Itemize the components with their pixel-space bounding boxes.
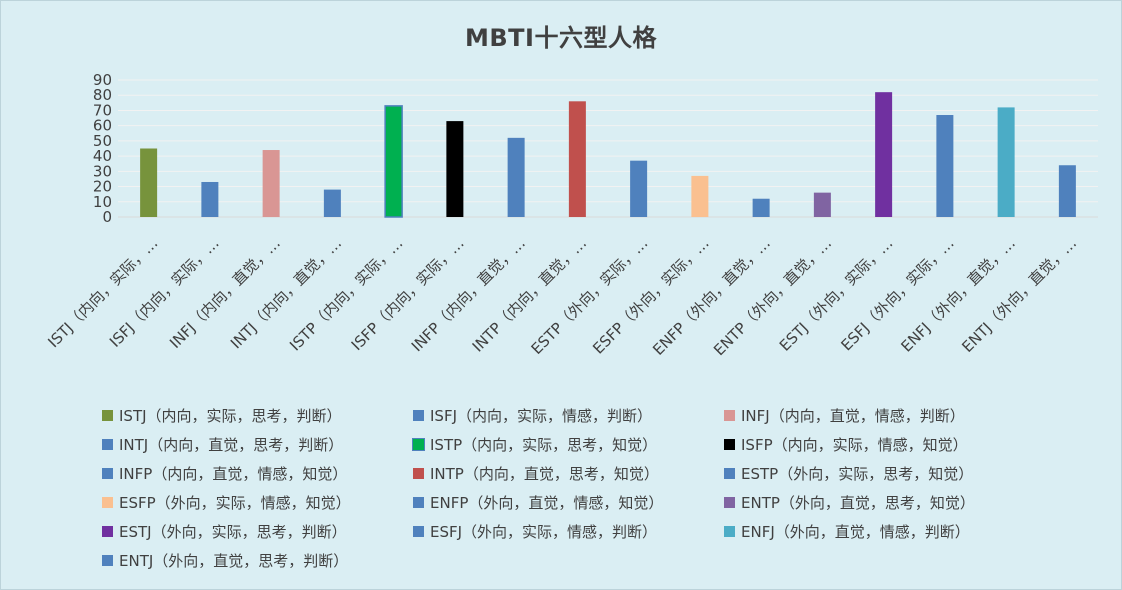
legend-label: ENTP（外向，直觉，思考，知觉） xyxy=(741,494,975,512)
legend-swatch xyxy=(102,497,113,508)
bar xyxy=(875,92,893,217)
y-tick-label: 40 xyxy=(93,147,112,165)
bar xyxy=(384,105,403,218)
x-tick-label: ESTJ（外向，实际，… xyxy=(776,234,897,355)
legend-swatch xyxy=(724,468,735,479)
y-tick-label: 0 xyxy=(102,208,112,226)
x-tick-label: ENFP（外向，直觉，… xyxy=(649,234,774,359)
legend-swatch xyxy=(724,439,735,450)
legend-swatch xyxy=(724,410,735,421)
x-tick-label: ISFJ（内向，实际，… xyxy=(106,234,223,351)
chart-title: MBTI十六型人格 xyxy=(465,24,657,52)
legend-swatch xyxy=(413,468,424,479)
x-tick-label: ESFJ（外向，实际，… xyxy=(837,234,957,354)
y-tick-label: 10 xyxy=(93,193,112,211)
legend-swatch xyxy=(102,410,113,421)
x-tick-label: ISTJ（内向，实际，… xyxy=(44,234,161,351)
legend-label: ESFJ（外向，实际，情感，判断） xyxy=(430,523,658,541)
y-tick-label: 80 xyxy=(93,86,112,104)
x-tick-label: ESTP（外向，实际，… xyxy=(528,234,652,358)
bar xyxy=(1058,165,1076,217)
x-tick-label: ENTP（外向，直觉，… xyxy=(710,234,835,359)
x-tick-label: INTP（内向，直觉，… xyxy=(469,234,591,356)
legend-item: ESTJ（外向，实际，思考，判断） xyxy=(102,517,413,546)
legend-swatch xyxy=(413,526,424,537)
x-tick-label: INFP（内向，直觉，… xyxy=(408,234,529,355)
x-tick-label: INFJ（内向，直觉，… xyxy=(166,234,284,352)
legend-item: INFJ（内向，直觉，情感，判断） xyxy=(724,401,1064,430)
legend-swatch xyxy=(102,555,113,566)
bar xyxy=(323,189,341,217)
bar xyxy=(936,115,954,217)
bar xyxy=(813,192,831,217)
bar xyxy=(630,160,648,217)
legend-item: ESTP（外向，实际，思考，知觉） xyxy=(724,459,1064,488)
bar xyxy=(201,181,219,217)
bar xyxy=(140,148,158,217)
y-tick-label: 30 xyxy=(93,162,112,180)
legend-swatch xyxy=(724,526,735,537)
legend-label: ENFP（外向，直觉，情感，知觉） xyxy=(430,494,664,512)
legend-label: ENTJ（外向，直觉，思考，判断） xyxy=(119,552,349,570)
legend-item: INFP（内向，直觉，情感，知觉） xyxy=(102,459,413,488)
legend-label: ENFJ（外向，直觉，情感，判断） xyxy=(741,523,970,541)
x-tick-label: ISTP（内向，实际，… xyxy=(286,234,406,354)
legend-item: ISTJ（内向，实际，思考，判断） xyxy=(102,401,413,430)
bar xyxy=(691,175,709,217)
bar xyxy=(446,121,464,217)
legend-swatch xyxy=(413,410,424,421)
x-tick-label: INTJ（内向，直觉，… xyxy=(227,234,345,352)
legend-label: INFP（内向，直觉，情感，知觉） xyxy=(119,465,348,483)
x-tick-label: ESFP（外向，实际，… xyxy=(589,234,713,358)
legend-swatch xyxy=(102,468,113,479)
legend-swatch xyxy=(413,497,424,508)
legend-label: ISTJ（内向，实际，思考，判断） xyxy=(119,407,342,425)
y-tick-label: 60 xyxy=(93,117,112,135)
legend-label: ISFJ（内向，实际，情感，判断） xyxy=(430,407,652,425)
legend-item: ESFP（外向，实际，情感，知觉） xyxy=(102,488,413,517)
y-tick-label: 70 xyxy=(93,101,112,119)
legend-item: ISTP（内向，实际，思考，知觉） xyxy=(412,430,724,459)
legend-swatch xyxy=(724,497,735,508)
y-tick-label: 50 xyxy=(93,132,112,150)
legend-swatch xyxy=(102,526,113,537)
bar xyxy=(752,198,770,217)
legend-item: ENFP（外向，直觉，情感，知觉） xyxy=(413,488,724,517)
legend-label: ISTP（内向，实际，思考，知觉） xyxy=(430,436,658,454)
legend-item: ENTJ（外向，直觉，思考，判断） xyxy=(102,546,413,575)
legend-item: ENFJ（外向，直觉，情感，判断） xyxy=(724,517,1064,546)
legend-item: ISFJ（内向，实际，情感，判断） xyxy=(413,401,724,430)
legend-label: ISFP（内向，实际，情感，知觉） xyxy=(741,436,968,454)
legend: ISTJ（内向，实际，思考，判断） ISFJ（内向，实际，情感，判断） INFJ（内… xyxy=(102,401,1102,575)
legend-item: ESFJ（外向，实际，情感，判断） xyxy=(413,517,724,546)
x-tick-label: ENTJ（外向，直觉，… xyxy=(958,234,1080,356)
y-tick-label: 20 xyxy=(93,178,112,196)
legend-label: ESTP（外向，实际，思考，知觉） xyxy=(741,465,974,483)
legend-swatch xyxy=(412,438,425,451)
legend-label: INTP（内向，直觉，思考，知觉） xyxy=(430,465,659,483)
bar xyxy=(997,107,1015,217)
bar xyxy=(507,137,525,217)
legend-item: ISFP（内向，实际，情感，知觉） xyxy=(724,430,1064,459)
legend-swatch xyxy=(102,439,113,450)
bar xyxy=(568,101,586,217)
bar xyxy=(262,150,280,217)
legend-label: INTJ（内向，直觉，思考，判断） xyxy=(119,436,344,454)
legend-item: INTJ（内向，直觉，思考，判断） xyxy=(102,430,413,459)
legend-label: ESFP（外向，实际，情感，知觉） xyxy=(119,494,351,512)
x-tick-label: ISFP（内向，实际，… xyxy=(348,234,468,354)
legend-label: ESTJ（外向，实际，思考，判断） xyxy=(119,523,347,541)
legend-item: ENTP（外向，直觉，思考，知觉） xyxy=(724,488,1064,517)
x-tick-label: ENFJ（外向，直觉，… xyxy=(897,234,1018,355)
y-tick-label: 90 xyxy=(93,71,112,89)
legend-item: INTP（内向，直觉，思考，知觉） xyxy=(413,459,724,488)
legend-label: INFJ（内向，直觉，情感，判断） xyxy=(741,407,965,425)
